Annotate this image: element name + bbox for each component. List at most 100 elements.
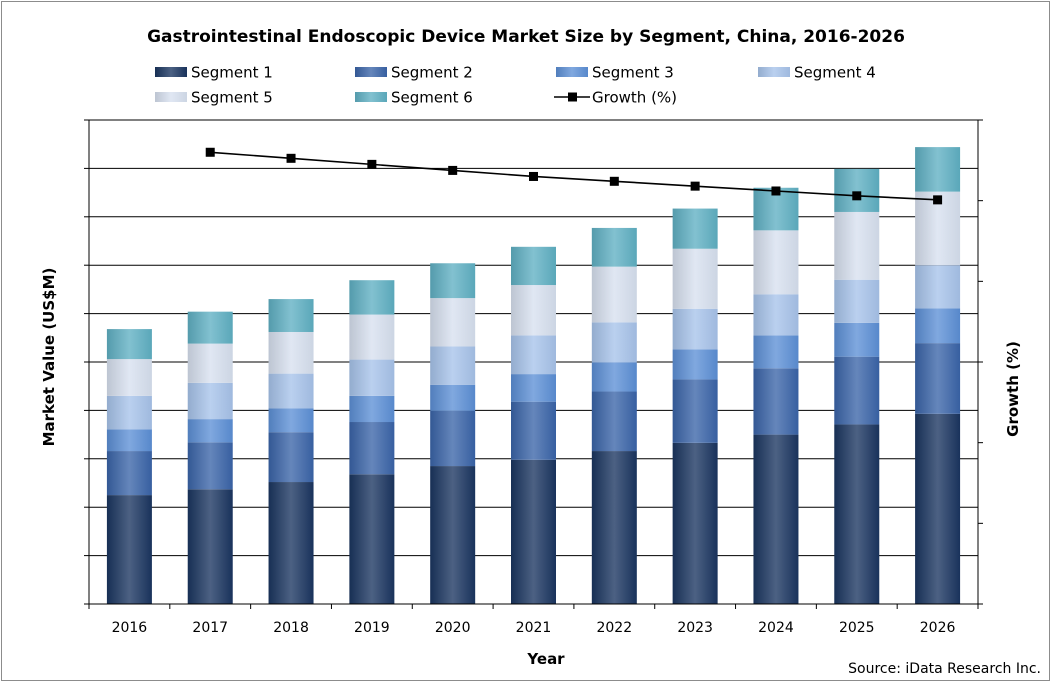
bar-segment — [915, 265, 961, 309]
legend-swatch — [556, 67, 588, 77]
axes — [84, 119, 983, 609]
legend-label: Segment 6 — [391, 89, 473, 107]
bar-segment — [753, 434, 799, 604]
legend-label: Segment 4 — [794, 64, 876, 82]
bar-segment — [915, 343, 961, 414]
bar-segment — [268, 331, 314, 374]
bar-segment — [915, 147, 961, 192]
bar-segment — [834, 424, 880, 604]
bar-segment — [591, 227, 637, 267]
y2-axis-title: Growth (%) — [1004, 341, 1022, 437]
bar-segment — [349, 359, 395, 396]
legend-marker-swatch — [568, 92, 577, 102]
growth-marker — [690, 181, 700, 191]
bar-segment — [753, 230, 799, 295]
growth-marker — [771, 186, 781, 196]
legend-item: Growth (%) — [554, 89, 677, 107]
legend-label: Segment 2 — [391, 64, 473, 82]
bar-segment — [511, 285, 556, 336]
growth-marker — [367, 159, 377, 169]
legend-swatch — [155, 92, 187, 102]
bars — [106, 147, 961, 604]
bar-segment — [753, 294, 799, 336]
x-tick-label: 2020 — [435, 620, 471, 636]
bar-segment — [349, 314, 395, 360]
growth-line-path — [210, 151, 938, 201]
bar-segment — [430, 410, 476, 467]
legend-swatch — [355, 67, 387, 77]
bar-segment — [349, 474, 395, 604]
bar-segment — [591, 362, 637, 392]
bar-segment — [187, 382, 233, 420]
bar-segment — [187, 343, 233, 383]
x-axis-title: Year — [526, 650, 565, 668]
bar-segment — [187, 311, 233, 344]
legend: Segment 1 Segment 2 Segment 3 Segment 4 Segm… — [155, 64, 876, 107]
bar-segment — [511, 374, 556, 402]
x-tick-label: 2016 — [112, 620, 148, 636]
legend-item: Segment 1 — [155, 64, 273, 82]
bar-segment — [106, 495, 152, 604]
bar-segment — [268, 432, 314, 483]
bar-segment — [834, 211, 880, 280]
legend-item: Segment 5 — [155, 89, 273, 107]
y-axis-title: Market Value (US$M) — [40, 268, 58, 447]
x-tick-label: 2025 — [839, 620, 875, 636]
bar-segment — [834, 279, 880, 323]
bar-segment — [915, 413, 961, 604]
bar-segment — [349, 280, 395, 315]
bar-segment — [268, 482, 314, 604]
legend-item: Segment 2 — [355, 64, 473, 82]
chart-title: Gastrointestinal Endoscopic Device Marke… — [147, 27, 905, 47]
growth-marker — [286, 153, 296, 163]
legend-item: Segment 4 — [758, 64, 876, 82]
bar-segment — [268, 408, 314, 433]
legend-swatch — [355, 92, 387, 102]
bar-segment — [511, 459, 556, 604]
bar-segment — [511, 401, 556, 460]
growth-marker — [205, 147, 215, 157]
x-tick-label: 2022 — [596, 620, 632, 636]
bar-segment — [106, 359, 152, 396]
bar-segment — [430, 298, 476, 347]
bar-segment — [349, 422, 395, 475]
bar-segment — [187, 419, 233, 443]
growth-marker — [609, 176, 619, 186]
bar-segment — [915, 308, 961, 344]
x-tick-label: 2026 — [920, 620, 956, 636]
legend-label: Segment 5 — [191, 89, 273, 107]
growth-marker — [448, 165, 458, 175]
growth-marker — [529, 171, 538, 181]
bar-segment — [430, 466, 476, 604]
growth-marker — [933, 195, 943, 205]
bar-segment — [106, 395, 152, 430]
bar-segment — [268, 299, 314, 332]
legend-label: Segment 3 — [592, 64, 674, 82]
bar-segment — [591, 451, 637, 604]
bar-segment — [672, 248, 718, 309]
x-tick-label: 2023 — [677, 620, 713, 636]
legend-label: Segment 1 — [191, 64, 273, 82]
x-tick-label: 2017 — [192, 620, 228, 636]
bar-segment — [591, 391, 637, 452]
growth-line — [205, 147, 943, 205]
x-tick-label: 2024 — [758, 620, 794, 636]
bar-segment — [591, 322, 637, 363]
bar-segment — [834, 356, 880, 425]
source-note: Source: iData Research Inc. — [848, 661, 1041, 677]
bar-segment — [106, 429, 152, 452]
bar-segment — [753, 368, 799, 435]
legend-item: Segment 3 — [556, 64, 674, 82]
bar-segment — [753, 335, 799, 369]
bar-segment — [591, 266, 637, 323]
legend-label: Growth (%) — [592, 89, 677, 107]
legend-item: Segment 6 — [355, 89, 473, 107]
bar-segment — [672, 308, 718, 350]
bar-segment — [511, 246, 556, 286]
bar-segment — [834, 322, 880, 357]
bar-segment — [268, 373, 314, 409]
bar-segment — [106, 329, 152, 360]
x-tick-label: 2021 — [516, 620, 552, 636]
x-tick-label: 2018 — [273, 620, 309, 636]
